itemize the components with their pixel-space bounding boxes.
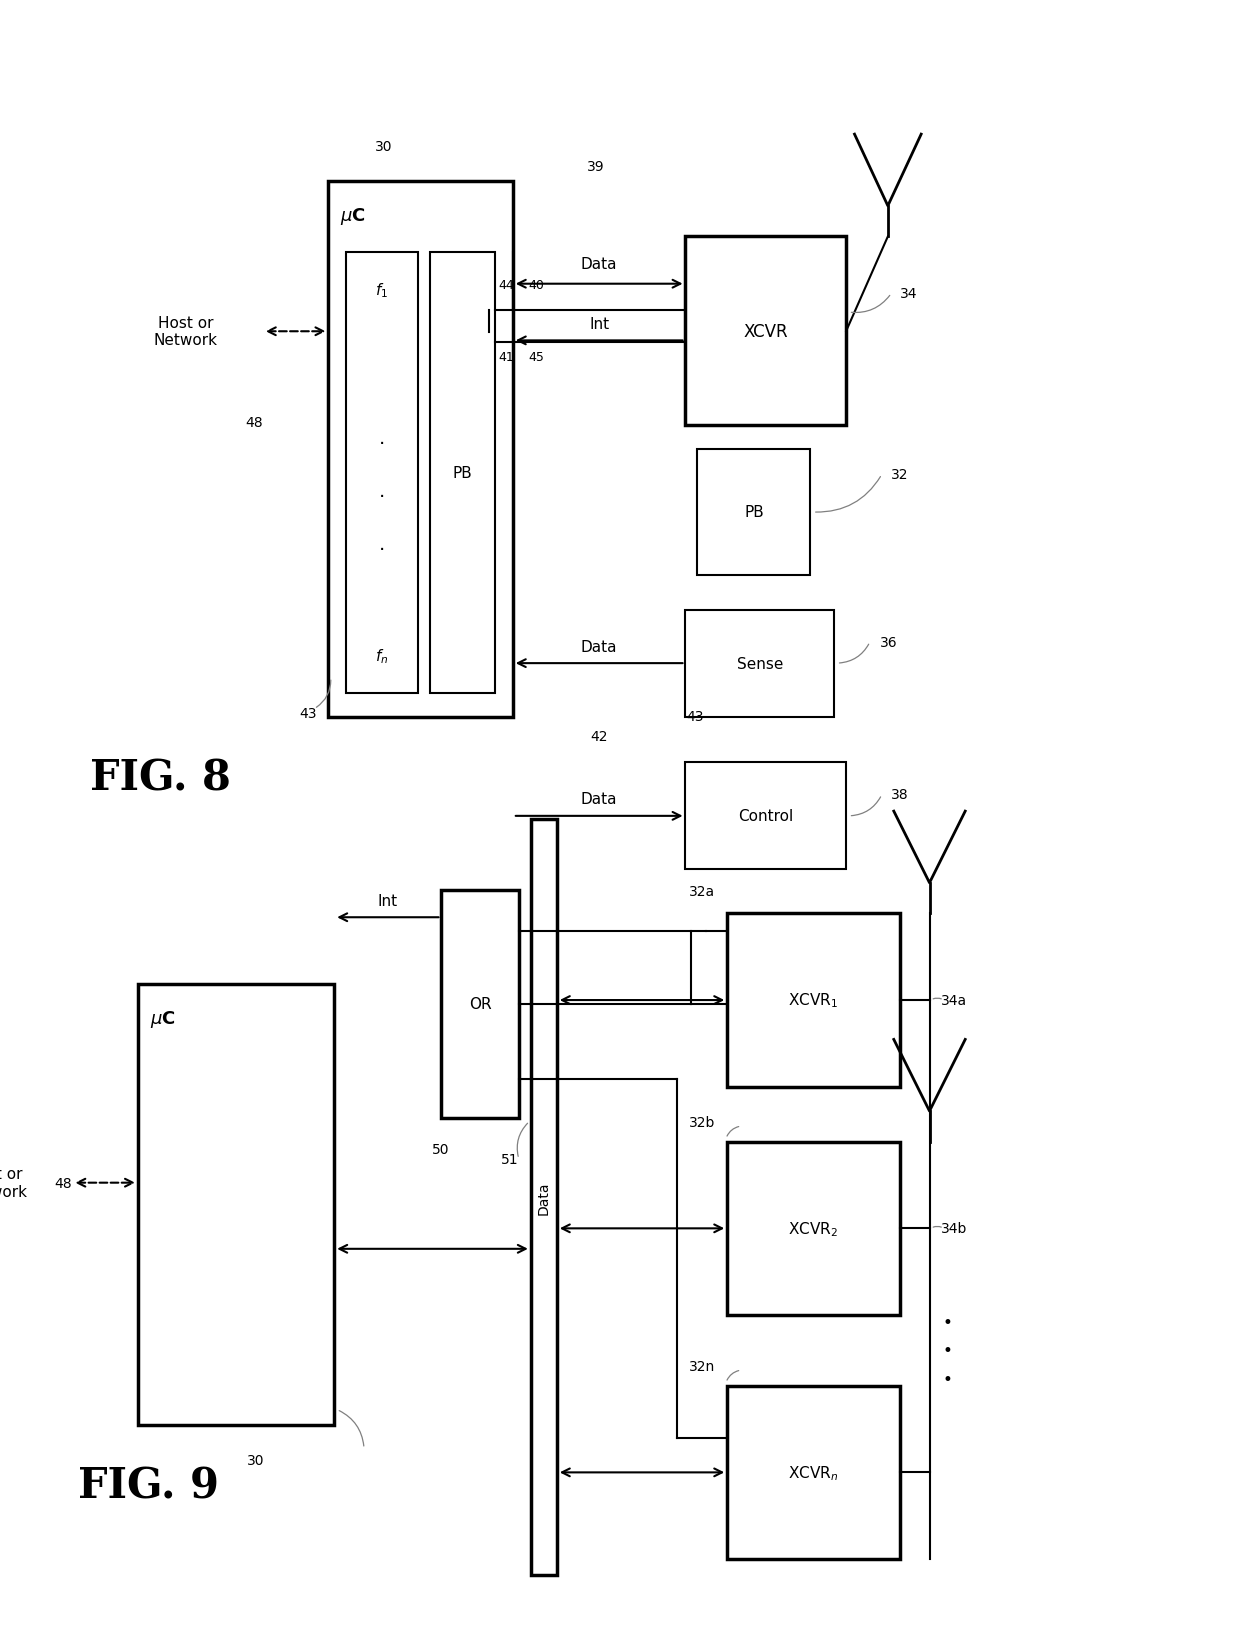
- Text: 34a: 34a: [941, 993, 967, 1008]
- Text: 51: 51: [501, 1152, 518, 1167]
- Text: Sense: Sense: [737, 656, 782, 672]
- Text: 36: 36: [879, 636, 897, 649]
- Text: •: •: [942, 1313, 952, 1331]
- Text: 50: 50: [432, 1142, 449, 1155]
- Text: $\mu$C: $\mu$C: [340, 207, 366, 226]
- Text: PB: PB: [744, 505, 764, 520]
- Text: 39: 39: [588, 161, 605, 174]
- Text: 32b: 32b: [689, 1116, 715, 1129]
- Text: 43: 43: [686, 710, 703, 723]
- Text: .: .: [378, 429, 386, 447]
- Text: 45: 45: [528, 351, 544, 364]
- Text: XCVR$_2$: XCVR$_2$: [789, 1219, 838, 1237]
- Text: Int: Int: [589, 316, 609, 331]
- Text: 43: 43: [299, 706, 316, 720]
- Text: 32n: 32n: [689, 1359, 715, 1373]
- FancyBboxPatch shape: [441, 890, 518, 1118]
- Text: XCVR$_n$: XCVR$_n$: [789, 1464, 838, 1482]
- Text: 32: 32: [892, 467, 909, 482]
- FancyBboxPatch shape: [346, 252, 418, 693]
- Text: 32a: 32a: [689, 883, 715, 898]
- Text: FIG. 8: FIG. 8: [91, 757, 231, 798]
- Text: 30: 30: [374, 139, 392, 154]
- Text: Host or
Network: Host or Network: [0, 1167, 27, 1200]
- Text: FIG. 9: FIG. 9: [78, 1465, 219, 1506]
- FancyBboxPatch shape: [686, 762, 846, 870]
- Text: 42: 42: [590, 729, 608, 744]
- Text: 44: 44: [498, 279, 515, 292]
- FancyBboxPatch shape: [727, 915, 900, 1087]
- FancyBboxPatch shape: [329, 182, 513, 718]
- Text: 48: 48: [246, 416, 263, 429]
- Text: 34: 34: [900, 287, 918, 302]
- FancyBboxPatch shape: [727, 1142, 900, 1314]
- FancyBboxPatch shape: [697, 449, 811, 575]
- Text: Host or
Network: Host or Network: [154, 316, 217, 347]
- Text: XCVR: XCVR: [744, 323, 789, 341]
- Text: PB: PB: [453, 465, 472, 480]
- Text: .: .: [378, 534, 386, 554]
- FancyBboxPatch shape: [531, 820, 557, 1575]
- Text: Data: Data: [580, 792, 618, 806]
- FancyBboxPatch shape: [429, 252, 495, 693]
- Text: OR: OR: [469, 997, 491, 1011]
- Text: 48: 48: [55, 1175, 72, 1190]
- Text: $f_n$: $f_n$: [376, 647, 388, 665]
- Text: Data: Data: [580, 257, 618, 272]
- Text: 40: 40: [528, 279, 544, 292]
- Text: •: •: [942, 1342, 952, 1359]
- Text: 41: 41: [498, 351, 515, 364]
- Text: $\mu$C: $\mu$C: [150, 1008, 176, 1029]
- Text: 34b: 34b: [941, 1221, 967, 1236]
- FancyBboxPatch shape: [686, 238, 846, 426]
- Text: Data: Data: [580, 639, 618, 654]
- Text: Int: Int: [378, 893, 398, 908]
- Text: 30: 30: [247, 1454, 264, 1467]
- Text: 38: 38: [892, 788, 909, 801]
- FancyBboxPatch shape: [138, 985, 335, 1426]
- FancyBboxPatch shape: [686, 610, 835, 718]
- Text: •: •: [942, 1370, 952, 1388]
- FancyBboxPatch shape: [727, 1387, 900, 1559]
- Text: Data: Data: [537, 1180, 551, 1214]
- Text: Control: Control: [738, 810, 794, 824]
- Text: .: .: [378, 482, 386, 500]
- Text: $f_1$: $f_1$: [376, 282, 388, 300]
- Text: XCVR$_1$: XCVR$_1$: [789, 992, 838, 1010]
